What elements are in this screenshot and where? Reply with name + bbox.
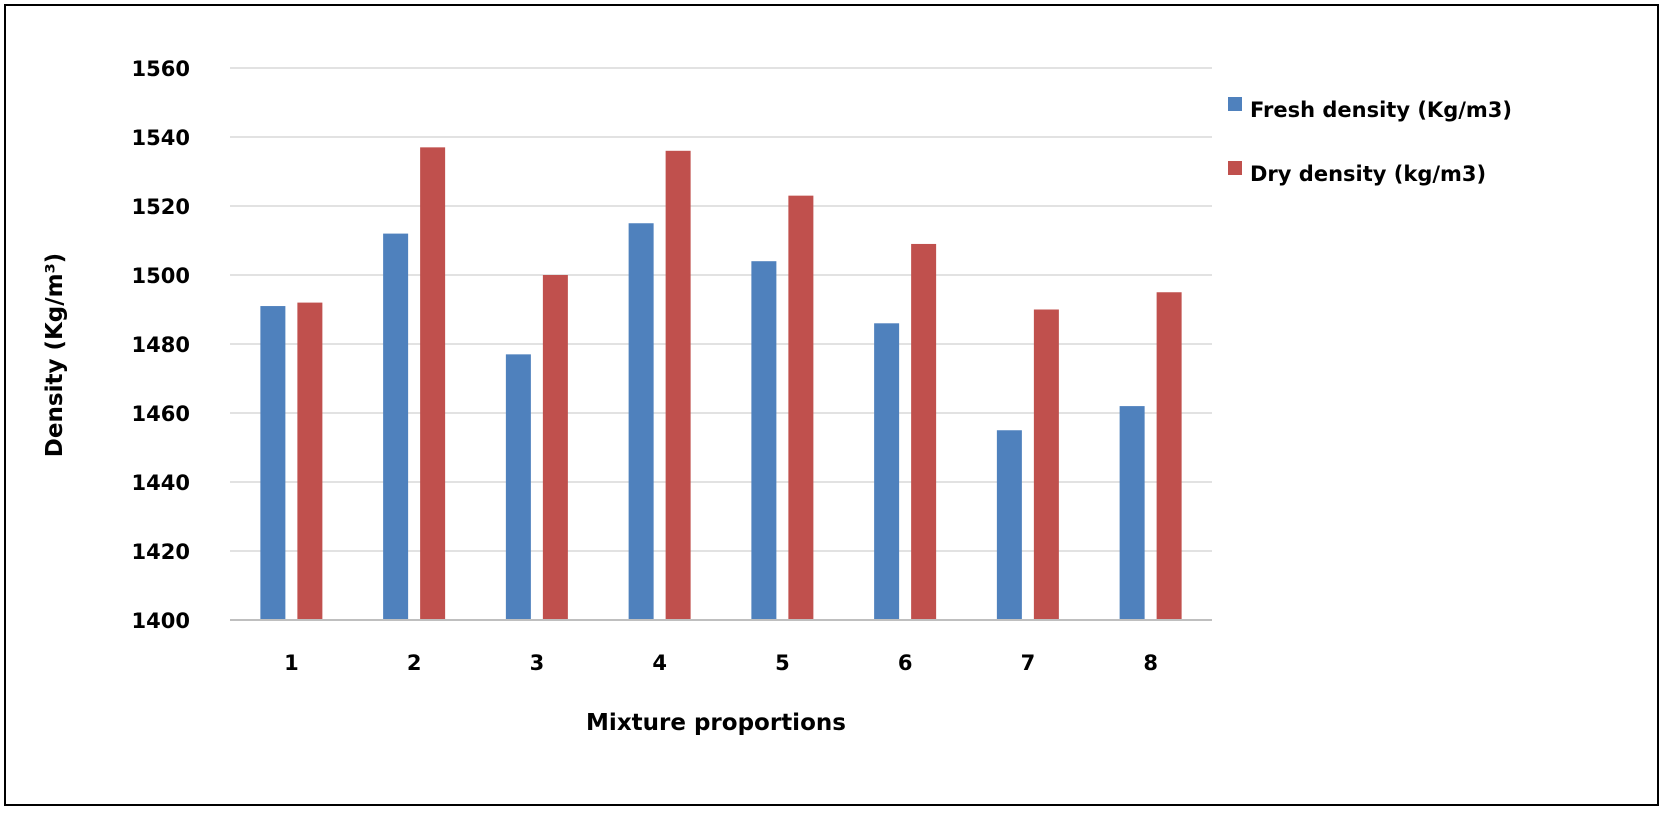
x-tick-label: 5 [775,651,790,675]
gridlines [230,67,1212,552]
bar-fresh-3 [505,354,531,620]
bar-fresh-7 [996,430,1022,620]
bars [260,147,1182,621]
bar-dry-3 [542,275,568,620]
y-tick-label: 1520 [132,195,190,219]
x-tick-label: 6 [898,651,913,675]
x-tick-label: 4 [652,651,667,675]
x-tick-labels: 1 2 3 4 5 6 7 8 [284,651,1158,675]
x-tick-label: 3 [530,651,545,675]
bar-dry-8 [1156,292,1182,620]
y-tick-label: 1480 [132,333,190,357]
bar-fresh-5 [751,261,777,620]
legend: Fresh density (Kg/m3) Dry density (kg/m3… [1228,97,1512,186]
y-tick-label: 1460 [132,402,190,426]
y-tick-label: 1500 [132,264,190,288]
legend-label-fresh: Fresh density (Kg/m3) [1250,98,1512,122]
legend-label-dry: Dry density (kg/m3) [1250,162,1486,186]
x-axis-label: Mixture proportions [586,710,846,736]
y-tick-label: 1540 [132,126,190,150]
bar-dry-5 [788,195,814,620]
y-tick-label: 1440 [132,471,190,495]
bar-dry-6 [911,243,937,620]
bar-fresh-4 [628,223,654,620]
bar-dry-4 [665,150,691,621]
x-tick-label: 2 [407,651,422,675]
legend-swatch-fresh [1228,97,1242,111]
y-axis-label: Density (Kg/m³) [42,253,68,457]
x-tick-label: 1 [284,651,299,675]
y-tick-label: 1400 [132,609,190,633]
bar-fresh-2 [383,233,409,620]
y-tick-label: 1420 [132,540,190,564]
bar-fresh-8 [1119,406,1145,620]
y-tick-label: 1560 [132,57,190,81]
bar-dry-2 [420,147,446,620]
legend-swatch-dry [1228,161,1242,175]
bar-dry-1 [297,302,323,620]
x-tick-label: 8 [1143,651,1158,675]
bar-dry-7 [1033,309,1059,620]
bar-fresh-6 [874,323,900,620]
y-tick-labels: 1400 1420 1440 1460 1480 1500 1520 1540 1560 [132,57,190,633]
x-tick-label: 7 [1021,651,1036,675]
bar-fresh-1 [260,306,286,620]
